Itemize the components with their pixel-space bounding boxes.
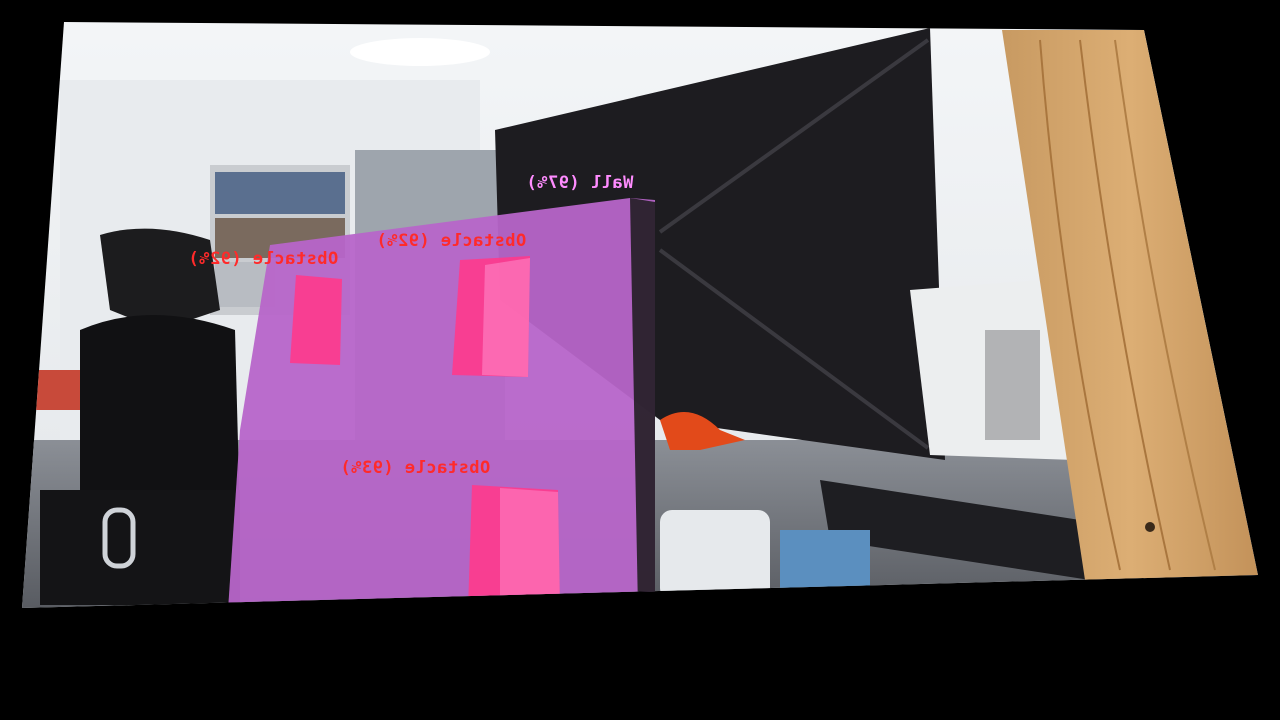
obstacle-detection-label-3: Obstacle (93%) [340, 458, 491, 478]
wooden-pillar [1002, 30, 1258, 580]
office-chair [40, 228, 240, 605]
bookshelf [210, 165, 350, 315]
obstacle-overlay-1 [290, 275, 342, 365]
obstacle-detection-label-1: Obstacle (92%) [188, 249, 339, 269]
obstacle-detection-label-2: Obstacle (92%) [376, 231, 527, 251]
wall-detection-label: Wall (97%) [526, 173, 634, 193]
